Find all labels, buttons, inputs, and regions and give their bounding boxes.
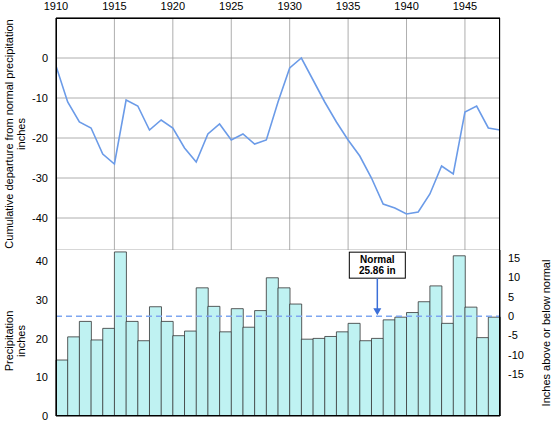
svg-text:-10: -10 xyxy=(508,349,524,361)
svg-text:1945: 1945 xyxy=(453,0,477,12)
svg-text:25.86 in: 25.86 in xyxy=(359,265,396,276)
svg-text:0: 0 xyxy=(42,52,48,64)
svg-text:30: 30 xyxy=(36,294,48,306)
svg-text:-5: -5 xyxy=(508,329,518,341)
svg-text:40: 40 xyxy=(36,255,48,267)
svg-text:10: 10 xyxy=(36,371,48,383)
svg-text:1910: 1910 xyxy=(44,0,68,12)
svg-text:5: 5 xyxy=(508,291,514,303)
svg-text:Normal: Normal xyxy=(360,254,395,265)
svg-text:-40: -40 xyxy=(32,212,48,224)
svg-text:-15: -15 xyxy=(508,368,524,380)
html-text:Cumulative departure from norm: Cumulative departure from normal precipi… xyxy=(3,19,27,249)
svg-text:0: 0 xyxy=(42,410,48,422)
svg-text:-30: -30 xyxy=(32,172,48,184)
svg-text:1920: 1920 xyxy=(161,0,185,12)
svg-text:-20: -20 xyxy=(32,132,48,144)
html-text:Inches above or below normal: Inches above or below normal xyxy=(540,259,552,407)
html-text:Precipitation inches: Precipitation inches xyxy=(3,310,27,372)
svg-text:1940: 1940 xyxy=(394,0,418,12)
svg-text:15: 15 xyxy=(508,252,520,264)
svg-text:0: 0 xyxy=(508,310,514,322)
svg-text:20: 20 xyxy=(36,333,48,345)
svg-text:1935: 1935 xyxy=(336,0,360,12)
svg-text:1915: 1915 xyxy=(102,0,126,12)
svg-text:1925: 1925 xyxy=(219,0,243,12)
svg-text:-10: -10 xyxy=(32,92,48,104)
svg-text:1930: 1930 xyxy=(277,0,301,12)
svg-text:10: 10 xyxy=(508,271,520,283)
